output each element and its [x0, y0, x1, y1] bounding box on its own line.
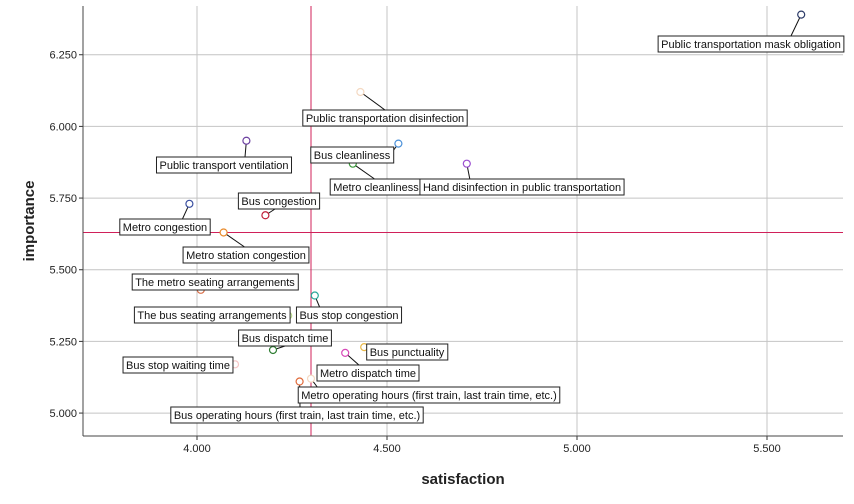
point-label-box: Bus cleanliness: [310, 146, 395, 164]
point-label: Metro dispatch time: [320, 368, 416, 380]
scatter-point: [797, 10, 806, 19]
point-label-box: Bus dispatch time: [238, 329, 332, 347]
scatter-point: [295, 377, 304, 386]
point-label-box: Hand disinfection in public transportati…: [419, 178, 625, 196]
scatter-point: [394, 139, 403, 148]
y-tick-label: 6.250: [49, 50, 77, 62]
point-label: Public transport ventilation: [159, 160, 288, 172]
y-tick-label: 5.000: [49, 408, 77, 420]
label-box-frame: [237, 192, 321, 210]
x-tick-label: 4.500: [373, 443, 401, 455]
point-label-box: Bus congestion: [237, 192, 321, 210]
point-label: Bus stop congestion: [299, 310, 398, 322]
point-label-box: Bus stop waiting time: [122, 356, 234, 374]
point-label-box: Bus operating hours (first train, last t…: [170, 406, 424, 424]
leader-line: [352, 163, 377, 181]
point-label: Public transportation mask obligation: [661, 39, 841, 51]
point-label-box: Bus punctuality: [366, 343, 449, 361]
point-label-box: Metro congestion: [119, 218, 211, 236]
point-label: Hand disinfection in public transportati…: [423, 182, 621, 194]
label-box-frame: [419, 178, 625, 196]
leader-line: [360, 91, 386, 111]
point-label: Metro station congestion: [186, 250, 306, 262]
point-labels: Public transportation mask obligation Pub…: [119, 35, 845, 424]
x-tick-label: 4.000: [183, 443, 211, 455]
point-label-box: Public transport ventilation: [155, 156, 293, 174]
y-axis-title: importance: [21, 181, 38, 262]
leader-line: [223, 232, 247, 249]
label-box-frame: [295, 306, 403, 324]
label-box-frame: [238, 329, 332, 347]
label-box-frame: [122, 356, 234, 374]
x-tick-label: 5.500: [753, 443, 781, 455]
point-label: Public transportation disinfection: [306, 113, 464, 125]
scatter-point: [356, 87, 365, 97]
label-box-frame: [302, 109, 468, 127]
point-label: Bus cleanliness: [314, 150, 391, 162]
label-box-frame: [366, 343, 449, 361]
gridlines: [83, 6, 843, 436]
point-label-box: Bus stop congestion: [295, 306, 403, 324]
point-label-box: Metro cleanliness: [329, 178, 423, 196]
point-label-box: The metro seating arrangements: [131, 273, 299, 291]
leader-line: [789, 14, 802, 39]
point-label: Bus stop waiting time: [126, 360, 230, 372]
point-label: Metro congestion: [123, 222, 207, 234]
point-label-box: The bus seating arrangements: [133, 306, 291, 324]
point-label-box: Public transportation disinfection: [302, 109, 468, 127]
scatter-point: [310, 291, 319, 300]
scatter-point: [268, 345, 278, 355]
point-label: Bus congestion: [241, 196, 316, 208]
scatter-point: [185, 199, 194, 208]
point-label: The bus seating arrangements: [137, 310, 287, 322]
scatter-point: [242, 136, 251, 145]
label-box-frame: [182, 246, 310, 264]
point-label: The metro seating arrangements: [135, 277, 295, 289]
point-label-box: Metro dispatch time: [316, 364, 420, 382]
scatter-point: [306, 374, 316, 383]
point-label: Bus dispatch time: [242, 333, 329, 345]
label-box-frame: [316, 364, 420, 382]
label-box-frame: [133, 306, 291, 324]
label-box-frame: [131, 273, 299, 291]
y-tick-label: 5.500: [49, 265, 77, 277]
point-label-box: Metro operating hours (first train, last…: [297, 386, 561, 404]
y-tick-label: 5.250: [49, 336, 77, 348]
axes: 4.000 4.500 5.000 5.500 5.000 5.250 5.500 5.750…: [49, 6, 843, 455]
point-label-box: Public transportation mask obligation: [657, 35, 845, 53]
x-tick-label: 5.000: [563, 443, 591, 455]
point-label: Metro operating hours (first train, last…: [301, 390, 557, 402]
point-label: Bus punctuality: [370, 347, 445, 359]
y-tick-label: 6.000: [49, 121, 77, 133]
scatter-point: [341, 348, 350, 357]
label-box-frame: [170, 406, 424, 424]
label-box-frame: [657, 35, 845, 53]
y-tick-label: 5.750: [49, 193, 77, 205]
label-box-frame: [119, 218, 211, 236]
point-label-box: Metro station congestion: [182, 246, 310, 264]
label-box-frame: [310, 146, 395, 164]
point-label: Bus operating hours (first train, last t…: [174, 410, 420, 422]
scatter-point: [219, 228, 228, 237]
label-box-frame: [297, 386, 561, 404]
label-box-frame: [155, 156, 293, 174]
scatter-point: [462, 159, 471, 168]
scatter-point: [261, 211, 270, 220]
point-label: Metro cleanliness: [333, 182, 419, 194]
x-axis-title: satisfaction: [421, 471, 504, 488]
